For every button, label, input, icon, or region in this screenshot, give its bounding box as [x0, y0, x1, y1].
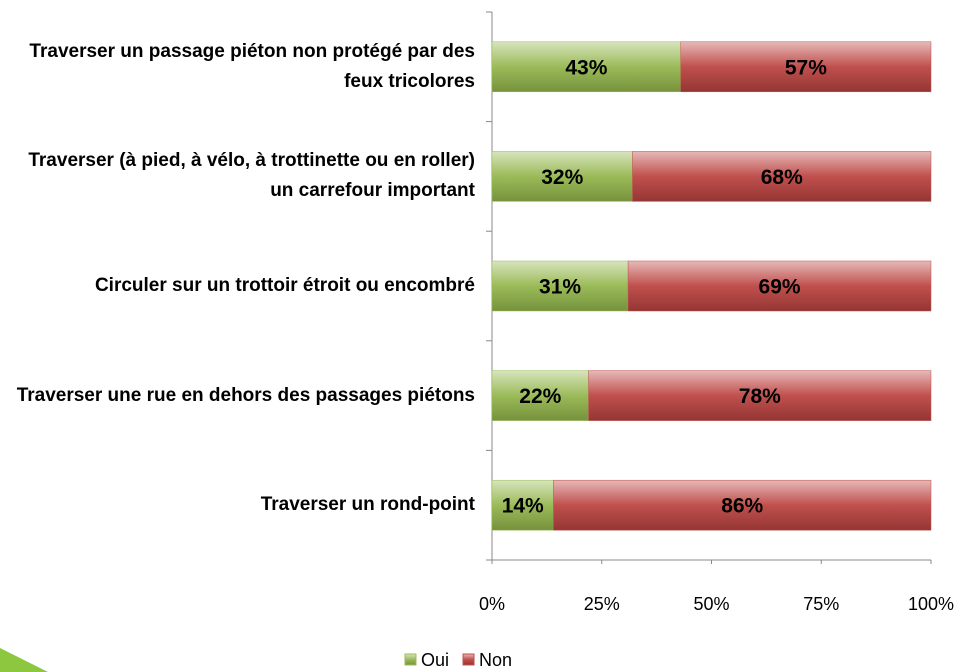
category-label: Traverser un rond-point — [260, 494, 475, 516]
bar-segment — [491, 370, 589, 421]
category-label: Traverser un passage piéton non protégé … — [29, 40, 475, 92]
bar-segment — [491, 479, 554, 531]
legend-label: Oui — [421, 650, 449, 670]
category-label: Circuler sur un trottoir étroit ou encom… — [94, 275, 475, 296]
x-tick-label: 75% — [803, 594, 839, 614]
value-label: 78% — [739, 385, 781, 408]
bar-segment — [632, 151, 932, 202]
bar-segment — [680, 41, 932, 93]
bar-segment — [588, 370, 932, 421]
bar-segment — [491, 41, 682, 93]
legend-swatch — [404, 653, 417, 666]
value-label: 43% — [565, 56, 607, 79]
value-label: 14% — [502, 495, 544, 518]
decoration — [0, 648, 48, 672]
bar-segment — [627, 260, 932, 312]
legend-swatch — [462, 653, 475, 666]
value-label: 31% — [539, 276, 581, 299]
category-label: Traverser (à pied, à vélo, à trottinette… — [28, 150, 475, 202]
bar-segment — [491, 151, 633, 202]
value-label: 69% — [759, 276, 801, 299]
x-tick-label: 50% — [693, 594, 729, 614]
x-tick-label: 25% — [584, 594, 620, 614]
value-label: 86% — [721, 495, 763, 518]
category-label: Traverser une rue en dehors des passages… — [16, 384, 475, 406]
bar-segment — [491, 260, 629, 312]
x-tick-label: 0% — [479, 594, 505, 614]
value-label: 32% — [541, 166, 583, 189]
legend-label: Non — [479, 650, 512, 670]
value-label: 22% — [519, 385, 561, 408]
bar-segment — [553, 479, 932, 531]
value-label: 68% — [761, 166, 803, 189]
x-tick-label: 100% — [908, 594, 954, 614]
value-label: 57% — [785, 56, 827, 79]
